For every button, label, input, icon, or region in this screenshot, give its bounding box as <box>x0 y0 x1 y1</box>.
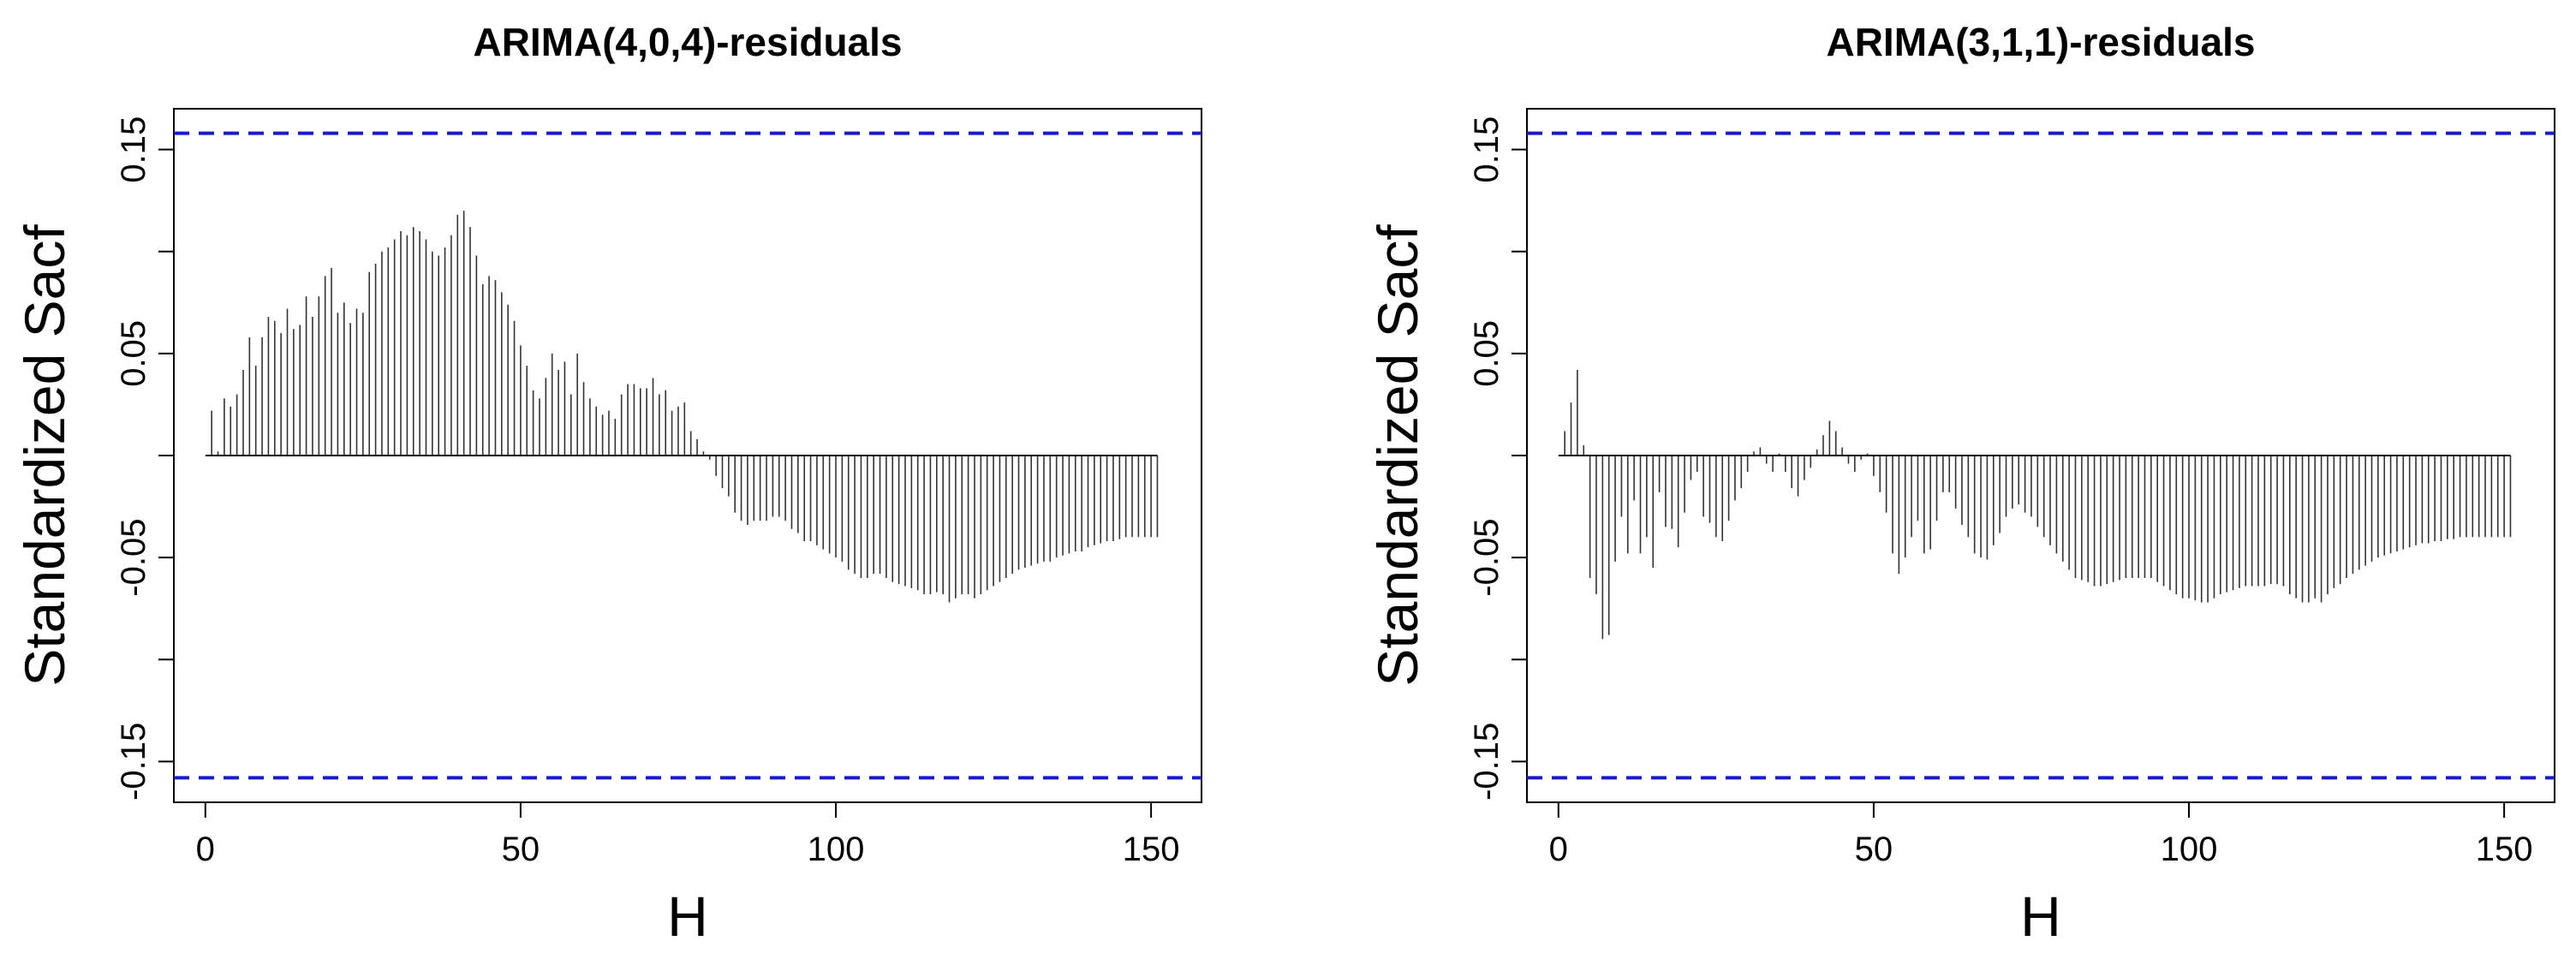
x-tick-label: 50 <box>1855 831 1893 868</box>
x-tick-label: 100 <box>808 831 865 868</box>
chart-panel-right: ARIMA(3,1,1)-residuals 0 50 100 150 -0.15-0… <box>1366 20 2555 948</box>
y-axis-title: Standardized Sacf <box>13 224 76 687</box>
y-axis: -0.15 -0.05 0.05 0.15 <box>115 116 174 801</box>
chart-panel-left: ARIMA(4,0,4)-residuals 0 50 100 150 -0.15-0… <box>13 20 1202 948</box>
y-tick-label: 0.05 <box>1468 320 1506 387</box>
bar-group <box>211 211 1159 603</box>
y-tick-label: -0.05 <box>115 519 152 597</box>
x-tick-label: 50 <box>502 831 540 868</box>
y-tick-label: 0.15 <box>1468 116 1506 183</box>
x-tick-label: 150 <box>2476 831 2533 868</box>
y-tick-label: -0.05 <box>1468 519 1506 597</box>
y-axis-title: Standardized Sacf <box>1366 224 1429 687</box>
y-axis: -0.15 -0.05 0.05 0.15 <box>1468 116 1527 801</box>
y-tick-label: -0.15 <box>115 723 152 801</box>
x-tick-label: 100 <box>2161 831 2218 868</box>
x-tick-label: 150 <box>1123 831 1180 868</box>
x-tick-label: 0 <box>1549 831 1568 868</box>
x-axis-title: H <box>2020 885 2061 948</box>
y-tick-label: 0.05 <box>115 320 152 387</box>
x-axis: 0 50 100 150 <box>196 802 1180 868</box>
x-axis: 0 50 100 150 <box>1549 802 2533 868</box>
x-axis-title: H <box>667 885 708 948</box>
chart-title: ARIMA(4,0,4)-residuals <box>473 20 902 64</box>
x-tick-label: 0 <box>196 831 215 868</box>
bar-group <box>1564 369 2512 640</box>
y-tick-label: 0.15 <box>115 116 152 183</box>
chart-title: ARIMA(3,1,1)-residuals <box>1826 20 2255 64</box>
y-tick-label: -0.15 <box>1468 723 1506 801</box>
